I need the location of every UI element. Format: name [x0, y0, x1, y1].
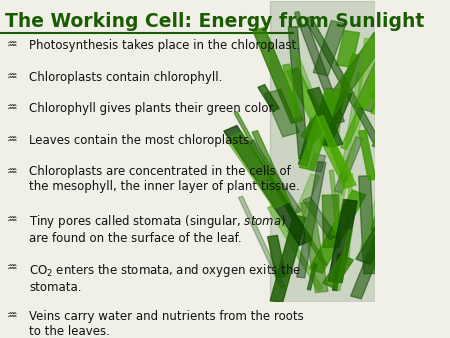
Bar — [336, 230, 352, 290]
Bar — [288, 174, 320, 234]
Text: ♒: ♒ — [7, 71, 18, 83]
Bar — [346, 173, 352, 265]
Bar — [317, 116, 347, 173]
Bar — [288, 27, 308, 159]
Bar — [301, 33, 387, 142]
Bar — [322, 195, 340, 247]
Text: Tiny pores called stomata (singular, $\it{stoma}$)
are found on the surface of t: Tiny pores called stomata (singular, $\i… — [29, 213, 287, 245]
Bar — [307, 264, 317, 290]
Text: Leaves contain the most chloroplasts.: Leaves contain the most chloroplasts. — [29, 134, 253, 147]
Bar — [323, 255, 353, 288]
Bar — [313, 21, 346, 76]
Text: ♒: ♒ — [7, 102, 18, 115]
Bar — [321, 54, 359, 147]
Bar — [268, 236, 286, 278]
Bar — [307, 87, 343, 147]
Bar — [258, 84, 279, 111]
Bar — [332, 123, 361, 235]
Text: CO$_2$ enters the stomata, and oxygen exits the
stomata.: CO$_2$ enters the stomata, and oxygen ex… — [29, 262, 302, 293]
Bar — [305, 17, 379, 142]
Text: Photosynthesis takes place in the chloroplast.: Photosynthesis takes place in the chloro… — [29, 39, 301, 52]
Bar — [301, 202, 328, 293]
Text: ♒: ♒ — [7, 39, 18, 52]
Bar — [298, 119, 319, 166]
Text: ♒: ♒ — [7, 310, 18, 323]
Bar — [371, 183, 396, 233]
Bar — [321, 91, 352, 146]
Bar — [373, 45, 420, 146]
Bar — [225, 132, 290, 209]
Text: ♒: ♒ — [7, 262, 18, 274]
Bar — [309, 190, 366, 273]
Bar — [351, 235, 386, 299]
Bar — [334, 137, 363, 193]
Bar — [248, 140, 302, 213]
Bar — [359, 176, 376, 274]
Bar — [286, 68, 356, 189]
Bar — [336, 30, 360, 67]
Bar — [341, 73, 379, 149]
Bar — [328, 199, 357, 283]
Bar — [252, 130, 299, 223]
Bar — [337, 73, 363, 195]
Bar — [322, 88, 343, 133]
Text: ♒: ♒ — [7, 213, 18, 226]
Bar — [234, 112, 295, 219]
Text: Chloroplasts contain chlorophyll.: Chloroplasts contain chlorophyll. — [29, 71, 223, 83]
Bar — [238, 196, 285, 288]
Bar — [299, 90, 339, 170]
Text: ♒: ♒ — [7, 134, 18, 147]
Bar — [371, 91, 390, 115]
Bar — [300, 24, 344, 123]
Text: Chloroplasts are concentrated in the cells of
the mesophyll, the inner layer of : Chloroplasts are concentrated in the cel… — [29, 165, 300, 193]
Bar — [357, 39, 382, 108]
Bar — [270, 215, 306, 303]
Bar — [253, 27, 303, 123]
Bar — [295, 12, 302, 27]
Text: The Working Cell: Energy from Sunlight: The Working Cell: Energy from Sunlight — [5, 12, 424, 31]
Bar — [359, 130, 376, 180]
Bar — [293, 55, 348, 181]
Bar — [297, 162, 326, 278]
Bar — [303, 197, 337, 240]
Bar — [309, 154, 326, 172]
Bar — [360, 188, 390, 251]
Bar — [356, 176, 420, 265]
Bar — [372, 95, 400, 147]
Bar — [329, 170, 339, 221]
Bar — [371, 41, 403, 99]
Text: ♒: ♒ — [7, 165, 18, 178]
Bar — [265, 89, 299, 137]
Bar — [354, 49, 398, 112]
Text: Veins carry water and nutrients from the roots
to the leaves.: Veins carry water and nutrients from the… — [29, 310, 304, 338]
Bar — [333, 254, 342, 291]
Bar — [224, 125, 312, 245]
Bar — [270, 1, 374, 302]
Bar — [283, 64, 300, 117]
Bar — [267, 206, 323, 290]
Bar — [275, 187, 327, 266]
Text: Chlorophyll gives plants their green color.: Chlorophyll gives plants their green col… — [29, 102, 276, 115]
